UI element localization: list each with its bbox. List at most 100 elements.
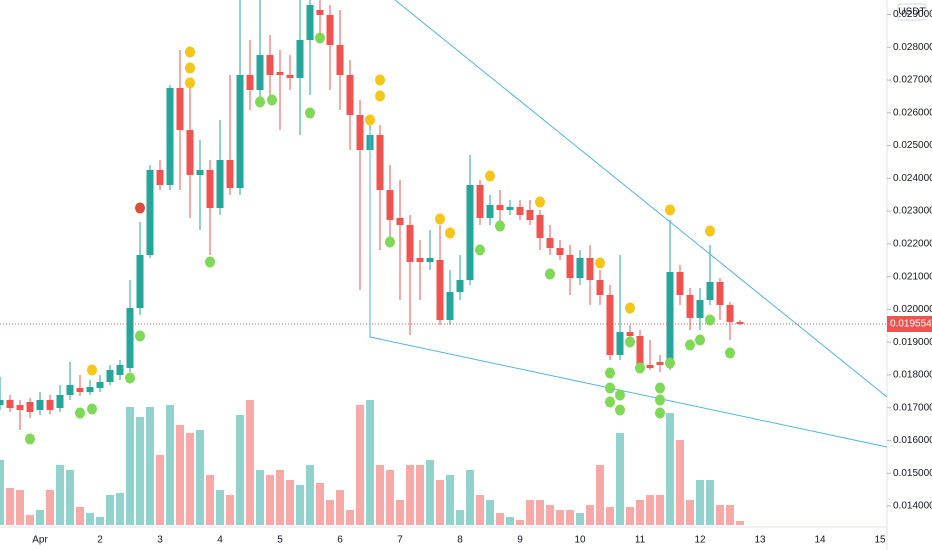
candle-body <box>576 257 584 279</box>
sell-signal-dot <box>375 74 385 86</box>
volume-bar <box>466 470 474 525</box>
volume-bar <box>306 465 314 525</box>
volume-bar <box>346 510 354 525</box>
volume-bar <box>486 500 494 525</box>
candle-body <box>226 159 234 189</box>
candle-body <box>66 384 74 395</box>
sell-signal-dot <box>435 213 445 225</box>
volume-bar <box>736 521 744 525</box>
volume-bar <box>106 495 114 525</box>
buy-signal-dot <box>385 236 395 248</box>
buy-signal-dot <box>615 389 625 401</box>
candle-body <box>446 292 454 320</box>
volume-bar <box>46 490 54 525</box>
candle-body <box>686 294 694 318</box>
candle-body <box>316 9 324 16</box>
buy-signal-dot <box>87 403 97 415</box>
candle-body <box>236 75 244 189</box>
candle-body <box>726 304 734 322</box>
sell-signal-dot <box>665 204 675 216</box>
candle-body <box>436 259 444 320</box>
volume-bar <box>536 500 544 525</box>
volume-bar <box>596 465 604 525</box>
x-tick-label: 15 <box>874 535 886 546</box>
candle-body <box>326 15 334 45</box>
buy-signal-dot <box>685 339 695 351</box>
buy-signal-dot <box>665 357 675 369</box>
candle-body <box>736 321 744 324</box>
candle-body <box>376 134 384 191</box>
volume-bar <box>716 505 724 525</box>
volume-bar <box>446 475 454 525</box>
volume-bar <box>6 488 14 525</box>
volume-bar <box>586 505 594 525</box>
candle-body <box>696 300 704 318</box>
candle-body <box>426 257 434 262</box>
buy-signal-dot <box>495 220 505 232</box>
sell-signal-dot <box>87 364 97 376</box>
sell-signal-dot <box>445 227 455 239</box>
sell-signal-dot <box>625 302 635 314</box>
candle-body <box>0 400 4 406</box>
last-price-box <box>887 315 932 332</box>
candle-body <box>496 205 504 210</box>
candle-body <box>136 254 144 308</box>
volume-bar <box>636 500 644 525</box>
x-tick-label: 7 <box>397 535 403 546</box>
buy-signal-dot <box>255 96 265 108</box>
volume-bar <box>76 507 84 525</box>
sell-signal-dot <box>185 46 195 58</box>
volume-bar <box>456 510 464 525</box>
sell-signal-dot <box>485 170 495 182</box>
candle-body <box>336 44 344 76</box>
buy-signal-dot <box>605 367 615 379</box>
candle-body <box>266 55 274 76</box>
candle-body <box>246 75 254 91</box>
candle-body <box>196 169 204 176</box>
buy-signal-dot <box>125 372 135 384</box>
x-tick-label: 8 <box>457 535 463 546</box>
candle-body <box>456 280 464 293</box>
candle-body <box>556 248 564 255</box>
buy-signal-dot <box>545 268 555 280</box>
candle-body <box>716 282 724 305</box>
volume-bar <box>556 510 564 525</box>
buy-signal-dot <box>75 407 85 419</box>
volume-bar <box>56 465 64 525</box>
volume-bar <box>616 433 624 525</box>
candle-body <box>56 394 64 408</box>
sell-signal-dot <box>705 225 715 237</box>
volume-bar <box>626 507 634 525</box>
buy-signal-dot <box>315 32 325 44</box>
candle-body <box>286 75 294 78</box>
x-tick-label: 2 <box>97 535 103 546</box>
lower-trend-line <box>369 130 888 448</box>
buy-signal-dot <box>605 382 615 394</box>
volume-bar <box>26 515 34 525</box>
candle-body <box>566 254 574 279</box>
volume-bar <box>696 480 704 525</box>
candle-body <box>86 386 94 393</box>
volume-bar <box>646 495 654 525</box>
candle-body <box>186 130 194 176</box>
volume-bar <box>516 520 524 525</box>
candle-body <box>416 257 424 262</box>
volume-bar <box>136 417 144 525</box>
buy-signal-dot <box>635 362 645 374</box>
last-price-label: 0.0195549 <box>890 319 932 330</box>
volume-bar <box>336 490 344 525</box>
candle-body <box>126 307 134 369</box>
currency-box <box>897 3 927 21</box>
y-tick-label: 0.0290000 <box>893 9 932 20</box>
volume-bar <box>206 475 214 525</box>
candle-body <box>356 115 364 151</box>
volume-bar <box>376 465 384 525</box>
x-tick-label: 10 <box>574 535 586 546</box>
buy-signal-dot <box>25 433 35 445</box>
volume-bar <box>316 483 324 525</box>
